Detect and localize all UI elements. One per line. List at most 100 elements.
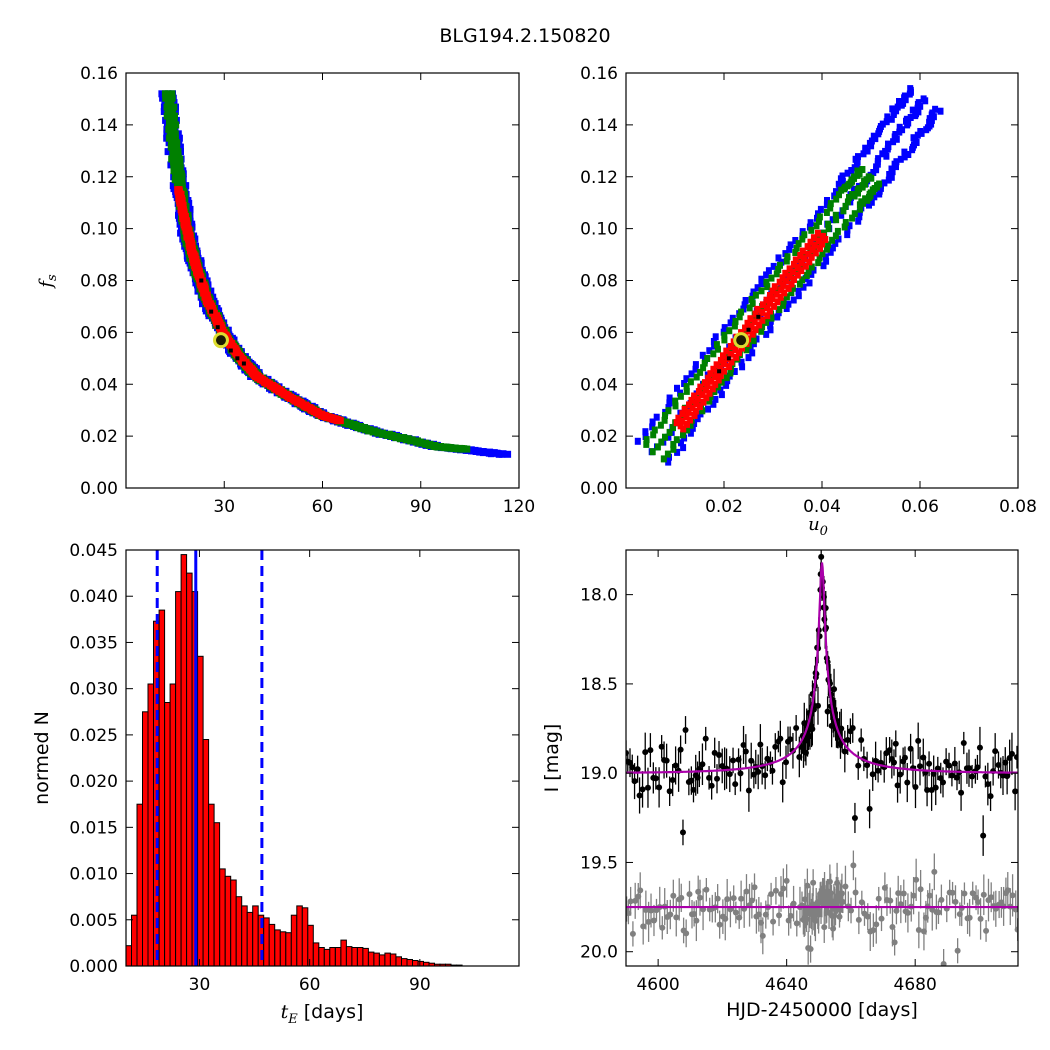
posterior-cell [862,195,869,203]
posterior-cell [357,425,364,433]
posterior-cell [712,333,719,341]
data-point [838,725,845,732]
posterior-cell [169,139,176,147]
data-point [904,779,911,786]
data-point [769,767,776,774]
posterior-cell [754,284,761,292]
histogram-bar [136,803,143,967]
posterior-cell [832,239,839,247]
posterior-cell [783,293,790,301]
posterior-cell [476,448,483,456]
posterior-cell [759,309,765,317]
posterior-cell [812,249,819,257]
residual-point [686,891,693,898]
posterior-cell [660,455,667,463]
posterior-cell [823,257,830,265]
residual-point [961,890,968,897]
data-point [974,764,981,771]
data-point [891,759,898,766]
histogram-bar [307,924,314,967]
y-tick-label: 19.5 [580,853,618,873]
data-point [851,814,858,821]
posterior-cell [164,90,171,98]
posterior-cell [678,417,685,425]
data-point [716,752,723,759]
posterior-cell [723,381,730,389]
histogram-bar [296,905,303,967]
data-point [787,736,794,743]
data-point [793,725,800,732]
posterior-cell [805,250,812,258]
posterior-cell [732,317,739,325]
histogram-bar [186,572,193,967]
posterior-cell [785,284,792,292]
data-point [779,779,786,786]
residual-point [977,915,984,922]
posterior-cell [746,304,753,312]
posterior-cell [700,364,707,372]
residual-point [667,911,674,918]
posterior-cell [773,290,780,298]
y-tick-label: 0.02 [80,427,118,447]
data-point [976,744,983,751]
fs-vs-u0-panel: 0.02 0.04 0.06 0.08 0.00 0.02 0.04 0.06 0.08 0.10… [580,64,1037,539]
posterior-cell [788,289,795,297]
posterior-cell [752,326,759,334]
data-point [772,743,779,750]
data-point [965,765,972,772]
posterior-cell [172,130,179,138]
data-point [926,760,933,767]
histogram-bar [301,907,309,967]
posterior-cell [687,421,694,429]
posterior-cell [875,155,882,163]
posterior-cell [889,105,896,113]
best-sample-point [717,369,722,374]
residual-point [913,876,920,883]
model-curve [626,562,1018,774]
posterior-cell [707,370,714,378]
posterior-cell [907,114,914,121]
axes-frame [625,549,1019,967]
posterior-cell [739,363,746,371]
posterior-cell [834,227,841,235]
posterior-cell [392,434,399,442]
posterior-cell [177,143,184,151]
posterior-cell [791,276,797,283]
posterior-cell [794,271,801,279]
data-point [1008,750,1015,757]
posterior-cell [686,401,692,409]
posterior-cell [763,296,770,304]
posterior-cell [673,436,680,444]
posterior-cell [678,439,684,447]
posterior-cell [809,246,816,254]
posterior-cell [704,382,711,390]
posterior-cell [783,305,790,312]
posterior-cell [786,265,793,273]
posterior-cell [749,330,756,338]
posterior-cell [920,95,927,103]
histogram-bar [147,683,154,967]
posterior-cell [743,346,750,354]
histogram-bar [180,554,188,967]
posterior-cell [790,296,797,304]
residual-point [827,890,834,897]
data-point [912,783,919,790]
posterior-cell [665,458,672,466]
posterior-cell [693,373,700,381]
posterior-cell [870,132,877,140]
histogram-bar [345,946,353,967]
posterior-cell [369,428,376,436]
y-tick-label: 0.08 [580,272,618,292]
posterior-cell [832,232,839,240]
posterior-cell [721,324,728,332]
y-tick-label: 0.045 [69,541,118,561]
posterior-cell [680,425,687,433]
posterior-cell [691,412,698,419]
data-point [982,773,989,780]
histogram-bar [230,879,237,967]
posterior-cell [850,185,857,193]
x-axis-label-sub: E [287,1012,298,1027]
posterior-cell [163,103,170,111]
residual-point [691,910,698,917]
y-tick-label: 0.015 [69,818,118,838]
